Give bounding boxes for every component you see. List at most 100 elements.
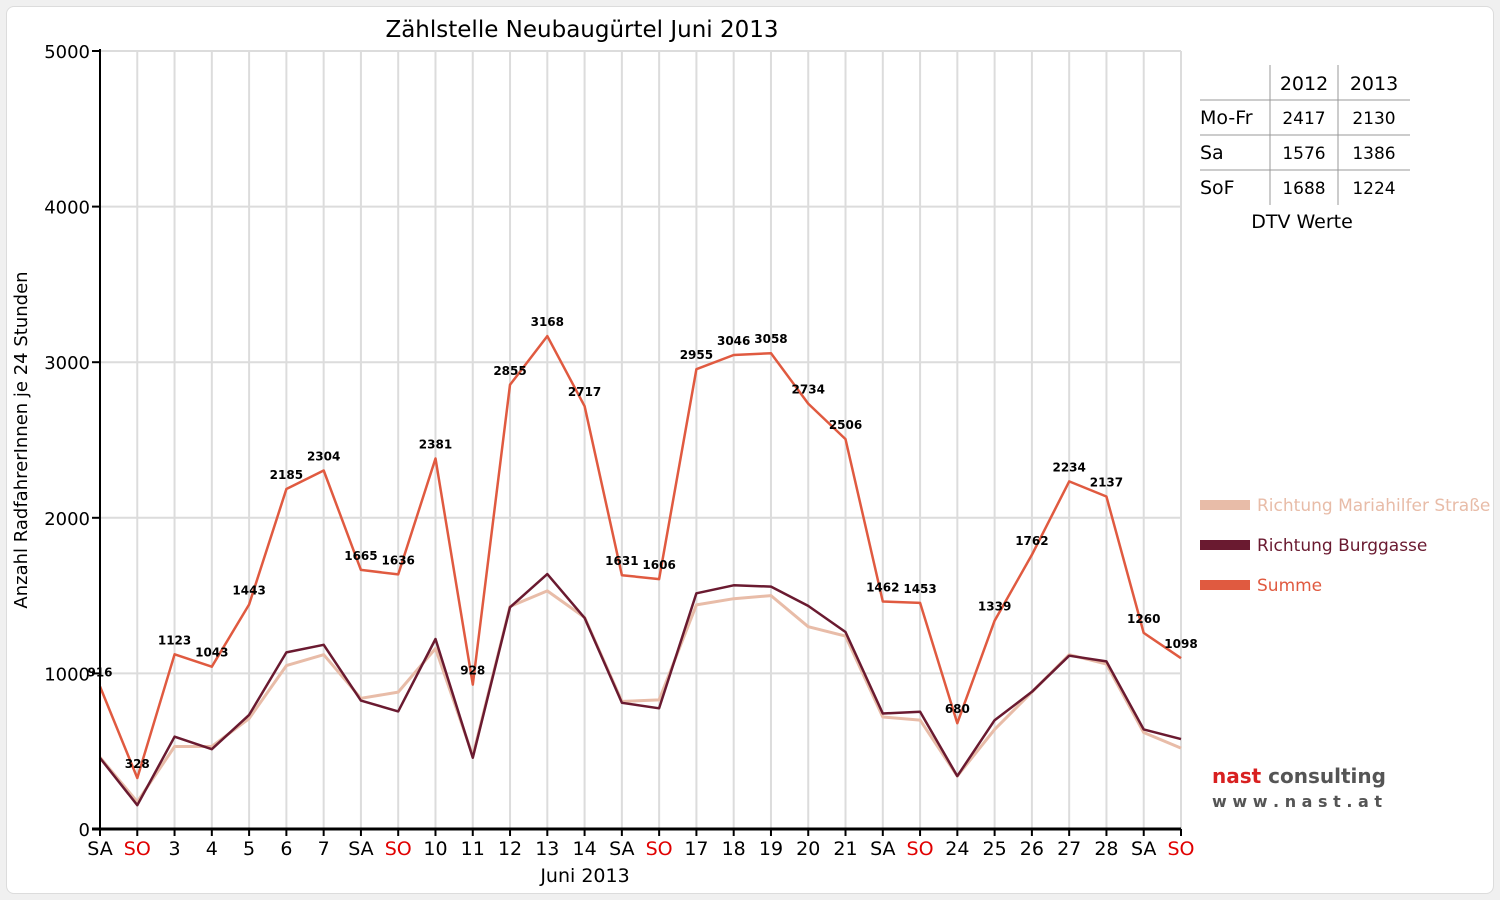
- table-cell: 1688: [1282, 179, 1325, 199]
- data-label: 2717: [568, 385, 601, 399]
- data-label: 2304: [307, 449, 340, 463]
- x-tick-label: SA: [1131, 838, 1156, 860]
- y-tick-label: 2000: [44, 509, 90, 530]
- table-caption: DTV Werte: [1251, 211, 1353, 233]
- y-tick-label: 5000: [44, 42, 90, 63]
- table-cell: 1576: [1282, 144, 1325, 164]
- series-line-2: [99, 572, 1182, 807]
- data-label: 2734: [792, 383, 825, 397]
- data-label: 1443: [232, 583, 265, 597]
- legend-swatch: [1200, 500, 1250, 510]
- x-tick-label: 25: [983, 838, 1007, 860]
- data-label: 3058: [754, 332, 787, 346]
- legend-label: Summe: [1257, 576, 1322, 596]
- chart-title: Zählstelle Neubaugürtel Juni 2013: [385, 17, 778, 43]
- x-tick-label: 28: [1094, 838, 1118, 860]
- table-row-label: Sa: [1200, 142, 1224, 164]
- dtv-table: 2012 2013 Mo-Fr 2417 2130 Sa 1576 1386 SoF 1688 12…: [1200, 65, 1410, 233]
- y-tick-label: 3000: [44, 353, 90, 374]
- data-label: 1631: [605, 554, 638, 568]
- data-label: 1665: [344, 549, 377, 563]
- data-label: 1636: [382, 553, 415, 567]
- table-row-label: SoF: [1200, 177, 1235, 199]
- data-label: 1123: [158, 633, 191, 647]
- data-label: 3168: [531, 315, 564, 329]
- data-label: 2855: [493, 364, 526, 378]
- x-tick-label: 11: [461, 838, 485, 860]
- data-label: 2506: [829, 418, 862, 432]
- table-cell: 2417: [1282, 109, 1325, 129]
- axes: 0 1000 2000 3000 4000 5000 SA SO 3 4 5 6 7 SA SO 10 11 12…: [44, 42, 1194, 860]
- x-tick-label: 4: [206, 838, 218, 860]
- grid-lines: [100, 50, 1182, 829]
- x-tick-label: SO: [124, 838, 151, 860]
- data-label: 1339: [978, 600, 1011, 614]
- x-tick-label: 24: [945, 838, 969, 860]
- legend-swatch: [1200, 580, 1250, 590]
- logo-name-part1: nast: [1212, 764, 1262, 788]
- data-label: 328: [125, 757, 150, 771]
- legend-label: Richtung Mariahilfer Straße: [1257, 496, 1490, 516]
- data-label: 916: [87, 665, 112, 679]
- table-cell: 1224: [1352, 179, 1395, 199]
- data-label: 1260: [1127, 612, 1160, 626]
- x-tick-label: 21: [833, 838, 857, 860]
- x-tick-label: 10: [423, 838, 447, 860]
- x-tick-label: 13: [535, 838, 559, 860]
- table-row-label: Mo-Fr: [1200, 107, 1253, 129]
- data-label: 2381: [419, 438, 452, 452]
- data-label: 1462: [866, 581, 899, 595]
- data-label: 928: [460, 664, 485, 678]
- data-label: 3046: [717, 334, 750, 348]
- x-tick-label: 20: [796, 838, 820, 860]
- x-tick-label: SO: [385, 838, 412, 860]
- data-label: 1762: [1015, 534, 1048, 548]
- series-lines: [98, 334, 1182, 807]
- data-label: 1043: [195, 646, 228, 660]
- table-cell: 2130: [1352, 109, 1395, 129]
- x-tick-label: 18: [722, 838, 746, 860]
- x-tick-label: 17: [684, 838, 708, 860]
- y-tick-label: 1000: [44, 664, 90, 685]
- data-label: 2185: [270, 468, 303, 482]
- x-tick-label: 7: [318, 838, 330, 860]
- logo-url: w w w . n a s t . a t: [1212, 792, 1383, 811]
- series-line-3: [98, 334, 1182, 780]
- data-label: 2137: [1090, 475, 1123, 489]
- x-tick-label: SA: [348, 838, 373, 860]
- data-label: 2955: [680, 348, 713, 362]
- data-labels: 916 328 1123 1043 1443 2185 2304 1665 1636 2381 92…: [87, 315, 1197, 771]
- data-label: 1606: [642, 558, 675, 572]
- x-tick-label: 14: [572, 838, 596, 860]
- x-tick-label: SA: [609, 838, 634, 860]
- legend-label: Richtung Burggasse: [1257, 536, 1427, 556]
- table-header: 2012: [1280, 73, 1328, 95]
- x-axis-title: Juni 2013: [539, 865, 629, 887]
- data-label: 1453: [903, 582, 936, 596]
- table-header: 2013: [1350, 73, 1398, 95]
- legend-swatch: [1200, 540, 1250, 550]
- x-tick-label: SA: [87, 838, 112, 860]
- y-axis-title: Anzahl RadfahrerInnen je 24 Stunden: [11, 271, 32, 608]
- x-tick-label: SO: [646, 838, 673, 860]
- y-tick-label: 4000: [44, 198, 90, 219]
- y-tick-label: 0: [79, 820, 90, 841]
- x-tick-label: SO: [907, 838, 934, 860]
- table-cell: 1386: [1352, 144, 1395, 164]
- x-tick-label: 5: [243, 838, 255, 860]
- x-tick-label: 6: [280, 838, 292, 860]
- x-tick-label: 27: [1057, 838, 1081, 860]
- x-tick-label: SA: [870, 838, 895, 860]
- x-tick-label: SO: [1167, 838, 1194, 860]
- data-label: 1098: [1164, 637, 1197, 651]
- chart-frame: [6, 6, 1494, 894]
- x-tick-label: 3: [169, 838, 181, 860]
- data-label: 680: [945, 702, 970, 716]
- x-tick-label: 26: [1020, 838, 1044, 860]
- data-label: 2234: [1052, 460, 1085, 474]
- legend: Richtung Mariahilfer Straße Richtung Burg…: [1200, 496, 1490, 596]
- x-tick-label: 19: [759, 838, 783, 860]
- x-tick-label: 12: [498, 838, 522, 860]
- logo-name: nast consulting: [1212, 764, 1386, 788]
